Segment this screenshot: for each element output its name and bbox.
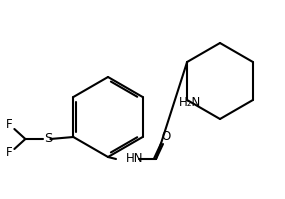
Text: HN: HN xyxy=(126,152,144,166)
Text: S: S xyxy=(44,133,52,145)
Text: O: O xyxy=(161,131,171,143)
Text: F: F xyxy=(6,146,13,160)
Text: F: F xyxy=(6,118,13,132)
Text: H₂N: H₂N xyxy=(179,97,201,109)
